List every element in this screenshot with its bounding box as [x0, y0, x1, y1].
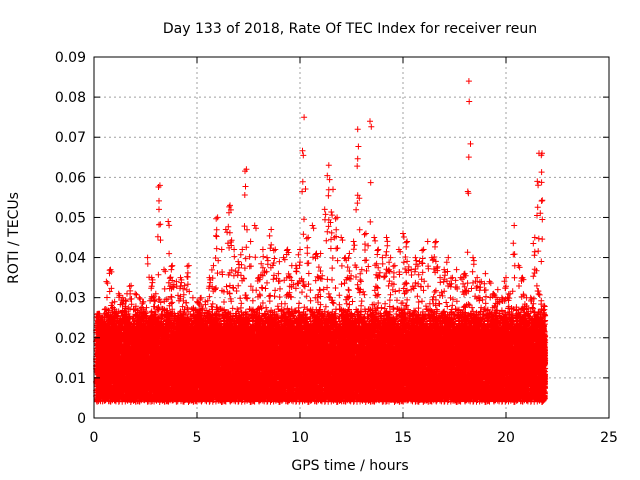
- y-tick-label: 0.08: [55, 90, 86, 106]
- y-tick-label: 0.01: [55, 371, 86, 387]
- plot-border: [93, 56, 610, 419]
- y-tick-label: 0.06: [55, 170, 86, 186]
- y-tick-label: 0.05: [55, 210, 86, 226]
- x-tick-label: 0: [90, 430, 99, 446]
- data-points: [93, 78, 549, 405]
- axis-ticks: 0 0.01 0.02 0.03 0.04 0.05 0.06 0.07 0.08 0.09 0 5 1…: [55, 50, 618, 446]
- x-tick-label: 5: [193, 430, 202, 446]
- x-tick-label: 25: [600, 430, 618, 446]
- y-tick-label: 0.04: [55, 251, 86, 267]
- y-tick-label: 0: [77, 411, 86, 427]
- y-axis-label: ROTI / TECUs: [6, 192, 22, 284]
- x-axis-label: GPS time / hours: [291, 458, 408, 474]
- y-tick-label: 0.03: [55, 291, 86, 307]
- x-tick-label: 20: [497, 430, 515, 446]
- y-tick-label: 0.02: [55, 331, 86, 347]
- chart-title: Day 133 of 2018, Rate Of TEC Index for r…: [163, 21, 537, 37]
- y-tick-label: 0.09: [55, 50, 86, 66]
- roti-scatter-markers: [93, 78, 549, 405]
- x-tick-label: 15: [394, 430, 412, 446]
- x-tick-label: 10: [291, 430, 309, 446]
- y-tick-label: 0.07: [55, 130, 86, 146]
